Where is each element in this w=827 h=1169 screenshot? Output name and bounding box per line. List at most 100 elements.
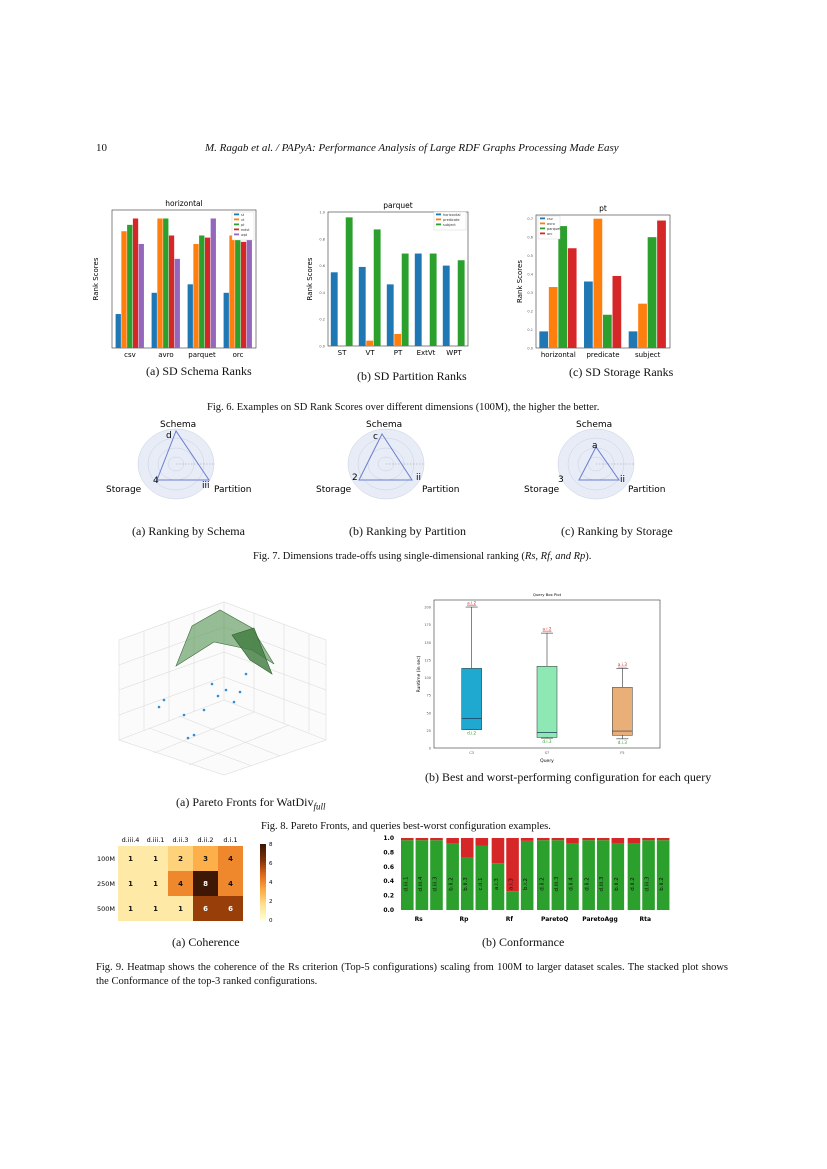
colorbar-segment xyxy=(260,897,266,900)
bar-config-label: a.i.3 xyxy=(494,878,500,890)
radar-left-label: 2 xyxy=(352,473,358,483)
cell-value: 4 xyxy=(178,880,183,888)
y-tick-label: 125 xyxy=(424,658,431,662)
legend-swatch-vt xyxy=(234,218,239,221)
running-title: M. Ragab et al. / PAPyA: Performance Ana… xyxy=(205,142,619,154)
best-config-label: d.i.3 xyxy=(618,740,627,745)
bar-csv-predicate xyxy=(584,281,593,348)
y-tick-label: 0.0 xyxy=(527,347,533,351)
colorbar-segment xyxy=(260,902,266,906)
bar-config-label: b.ii.3 xyxy=(463,877,469,891)
colorbar-segment xyxy=(260,910,266,913)
x-tick-label: F5 xyxy=(620,751,624,755)
bar-conforming xyxy=(627,843,641,910)
radar-ranking-by-storage: Schema Storage Partition a 3 ii xyxy=(524,420,666,500)
colorbar-segment xyxy=(260,906,266,909)
subcaption-9a: (a) Coherence xyxy=(172,935,240,949)
subcaption-9b: (b) Conformance xyxy=(482,935,565,949)
bar-nonconforming xyxy=(566,838,579,844)
bar-subject-WPT xyxy=(457,260,465,346)
radar-grid xyxy=(347,428,425,500)
x-tick-label: ST xyxy=(338,349,347,357)
legend-swatch-orc xyxy=(540,232,545,235)
bar-config-label: d.ii.2 xyxy=(539,877,545,891)
group-label: Rf xyxy=(506,916,514,923)
bar-horizontal-PT xyxy=(386,284,394,346)
column-label: d.ii.3 xyxy=(172,836,188,844)
bar-st-csv xyxy=(115,314,121,348)
bar-csv-horizontal xyxy=(539,331,549,348)
bar-nonconforming xyxy=(446,838,459,844)
chart-title: Query Box Plot xyxy=(533,592,562,597)
cell-value: 1 xyxy=(178,905,183,913)
colorbar-segment xyxy=(260,855,266,858)
colorbar-segment xyxy=(260,859,266,862)
colorbar-segment xyxy=(260,904,266,908)
legend-label-horizontal: horizontal xyxy=(443,213,460,217)
x-tick-label: PT xyxy=(394,349,403,357)
bar-conforming xyxy=(491,863,505,910)
colorbar-segment xyxy=(260,853,266,856)
heatmap-cell xyxy=(218,896,243,921)
chart-title: parquet xyxy=(383,201,412,210)
subcaption-6c: (c) SD Storage Ranks xyxy=(569,365,674,379)
bar-conforming xyxy=(506,891,519,910)
bar-wpt-avro xyxy=(174,258,180,348)
axis-label-partition: Partition xyxy=(422,485,460,495)
y-tick-label: 25 xyxy=(427,729,431,733)
colorbar-tick: 0 xyxy=(269,918,273,924)
cell-value: 8 xyxy=(203,880,208,888)
colorbar-segment xyxy=(260,899,266,902)
best-config-label: d.i.3 xyxy=(542,739,551,744)
y-tick-label: 100 xyxy=(424,676,431,680)
bar-nonconforming xyxy=(401,838,414,841)
y-tick-label: 0.5 xyxy=(527,254,533,258)
bar-conforming xyxy=(566,843,579,910)
bar-config-label: d.iii.3 xyxy=(432,876,438,892)
x-tick-label: C3 xyxy=(469,751,474,755)
bar-extvt-parquet xyxy=(204,237,211,348)
bar-subject-PT xyxy=(401,253,409,346)
bar-horizontal-WPT xyxy=(442,265,450,346)
bar-orc-horizontal xyxy=(567,248,577,348)
group-label: ParetoQ xyxy=(541,916,568,923)
column-label: d.iii.4 xyxy=(122,836,140,844)
bar-conforming xyxy=(582,840,595,910)
radar-top-label: a xyxy=(592,441,598,451)
y-tick-label: 0.4 xyxy=(319,291,325,295)
x-tick-label: subject xyxy=(635,351,661,359)
radar-top-label: c xyxy=(373,432,378,442)
heatmap-cell xyxy=(118,896,143,921)
radar-left-label: 3 xyxy=(558,475,564,485)
bar-conforming xyxy=(415,840,429,910)
bar-conforming xyxy=(446,843,459,910)
y-tick-label: 0.4 xyxy=(383,878,394,885)
colorbar-segment xyxy=(260,885,266,889)
column-label: d.iii.1 xyxy=(147,836,165,844)
bar-wpt-csv xyxy=(138,243,144,348)
group-label: Rta xyxy=(640,916,652,923)
bar-nonconforming xyxy=(415,838,429,841)
axis-label-storage: Storage xyxy=(524,485,560,495)
bar-st-parquet xyxy=(187,284,193,348)
bar-conforming xyxy=(520,840,534,910)
legend-label-parquet: parquet xyxy=(547,227,561,231)
subcaption-8a: (a) Pareto Fronts for WatDivfull xyxy=(176,795,326,812)
bar-config-label: d.iii.3 xyxy=(645,876,651,892)
x-tick-label: horizontal xyxy=(541,351,576,359)
bar-conforming xyxy=(551,840,565,910)
subcaption-6a: (a) SD Schema Ranks xyxy=(146,364,252,378)
bar-conforming xyxy=(401,840,414,910)
bar-subject-ST xyxy=(345,217,353,346)
cell-value: 2 xyxy=(178,855,183,863)
axis-label-schema: Schema xyxy=(366,420,402,430)
chart-sd-partition-ranks: parquet Rank Scores 0.0 0.2 0.4 0.6 0.8 1.0 ST VT… xyxy=(306,201,469,357)
bar-config-label: b.ii.2 xyxy=(659,877,665,891)
legend-label-pt: pt xyxy=(241,223,245,227)
heatmap-cell xyxy=(118,846,143,871)
y-tick-label: 0 xyxy=(429,747,431,751)
cell-value: 3 xyxy=(203,855,208,863)
bar-nonconforming xyxy=(506,838,519,892)
y-tick-label: 175 xyxy=(424,623,431,627)
bar-predicate-PT xyxy=(394,333,402,346)
